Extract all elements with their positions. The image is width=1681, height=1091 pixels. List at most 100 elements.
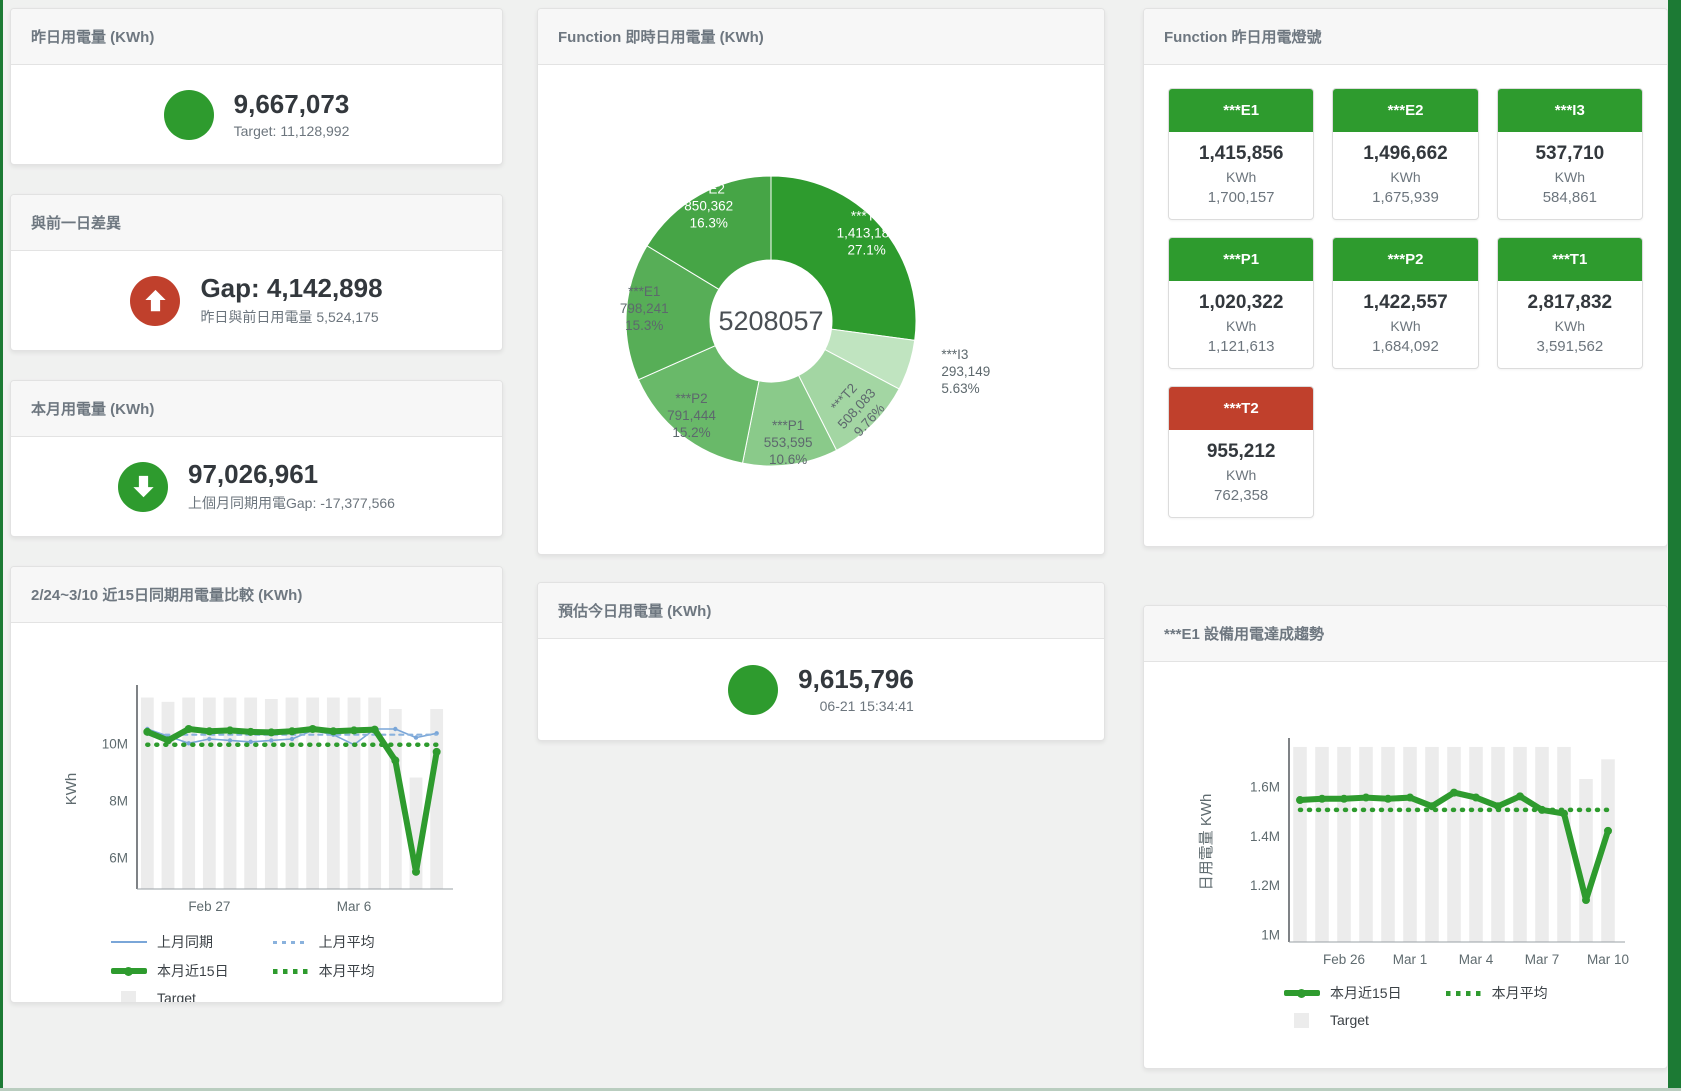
dashboard-grid: 昨日用電量 (KWh) 9,667,073 Target: 11,128,992… [10,8,1668,1069]
legend-item-line-green[interactable]: 本月近15日 [1284,983,1402,1003]
svg-text:1.6M: 1.6M [1249,779,1279,794]
card-yesterday-usage: 昨日用電量 (KWh) 9,667,073 Target: 11,128,992 [10,8,503,165]
legend-item-square-grey[interactable]: Target [111,990,229,1002]
status-tile-unit: KWh [1390,169,1421,185]
status-tile-unit: KWh [1225,318,1257,334]
comparison-line-chart[interactable]: 6M 8M 10M Feb 27 Mar 6 KWh [42,681,472,928]
svg-text:Mar 1: Mar 1 [1392,952,1427,967]
svg-text:10M: 10M [101,736,127,751]
status-tile: ***P1 1,020,322 KWh 1,121,613 [1168,237,1315,369]
square-grey-swatch-icon [121,990,136,1002]
yesterday-usage-value: 9,667,073 [233,89,350,120]
legend-item-line-green[interactable]: 本月近15日 [111,961,229,981]
svg-text:5208057: 5208057 [718,306,823,336]
card-title: 預估今日用電量 (KWh) [538,583,1104,639]
status-tile: ***I3 537,710 KWh 584,861 [1496,88,1643,220]
line-green-swatch-icon [111,964,147,979]
status-tile-label: ***E2 [1333,89,1478,132]
yesterday-usage-target: Target: 11,128,992 [233,122,350,139]
dot-green-swatch-icon [272,964,309,979]
status-tile-value: 1,422,557 [1363,292,1448,313]
status-tile-target: 584,861 [1542,189,1597,206]
column-left: 昨日用電量 (KWh) 9,667,073 Target: 11,128,992… [10,8,503,1069]
status-tile-target: 1,684,092 [1372,338,1439,355]
status-tile-value: 1,496,662 [1363,143,1448,164]
status-tile-unit: KWh [1554,318,1585,334]
status-tile-value: 537,710 [1535,143,1605,164]
status-circle-icon [163,89,214,140]
status-tile-label: ***T2 [1169,387,1314,430]
arrow-up-circle-icon [130,275,181,326]
stat-block: Gap: 4,142,898 昨日與前日用電量 5,524,175 [200,273,383,327]
status-tile-label: ***E1 [1169,89,1314,132]
line-blue-swatch-icon [111,935,147,950]
dash-blue-swatch-icon [272,935,309,950]
card-realtime-usage: Function 即時日用電量 (KWh) ***T1 1,413,183 27.1… [537,8,1105,555]
svg-text:Feb 27: Feb 27 [188,899,230,914]
status-tile-value: 1,415,856 [1198,143,1284,164]
card-e1-trend: ***E1 設備用電達成趨勢 1M 1.2M 1.4M 1.6M Feb 26 Mar 1… [1143,605,1668,1069]
card-yesterday-status-lights: Function 昨日用電燈號 ***E1 1,415,856 KWh 1,70… [1143,8,1668,547]
status-tile-label: ***P2 [1333,238,1478,281]
card-title: 2/24~3/10 近15日同期用電量比較 (KWh) [11,567,502,623]
stat-block: 97,026,961 上個月同期用電Gap: -17,377,566 [188,459,395,513]
status-tile-unit: KWh [1225,169,1257,185]
page-edge-strip-left [0,0,3,1091]
page-edge-strip-bottom [0,1088,1681,1091]
comparison-chart-legend: 上月同期 上月平均本月近15日 本月平均 Target [111,932,375,1002]
status-tile-grid: ***E1 1,415,856 KWh 1,700,157 ***E2 1,49… [1144,65,1667,541]
arrow-down-circle-icon [118,461,168,512]
today-estimate-value: 9,615,796 [798,664,914,695]
e1-trend-chart-legend: 本月近15日 本月平均 Target [1284,983,1548,1028]
stat-block: 9,615,796 06-21 15:34:41 [798,664,914,714]
card-month-usage: 本月用電量 (KWh) 97,026,961 上個月同期用電Gap: -17,3… [10,380,503,537]
stat-block: 9,667,073 Target: 11,128,992 [233,89,350,139]
status-tile-target: 1,675,939 [1372,189,1439,206]
page-edge-strip-right [1668,0,1681,1091]
legend-item-square-grey[interactable]: Target [1284,1012,1402,1028]
e1-trend-line-chart[interactable]: 1M 1.2M 1.4M 1.6M Feb 26 Mar 1 Mar 4 Mar 7 Mar 1… [1171,734,1641,981]
svg-text:KWh: KWh [63,773,80,806]
status-tile-value: 955,212 [1206,441,1276,462]
card-title: Function 昨日用電燈號 [1144,9,1667,65]
column-right: Function 昨日用電燈號 ***E1 1,415,856 KWh 1,70… [1143,8,1668,1069]
status-tile-value: 1,020,322 [1198,292,1284,313]
day-gap-value: Gap: 4,142,898 [200,273,383,304]
status-tile: ***T1 2,817,832 KWh 3,591,562 [1496,237,1643,369]
status-tile-label: ***I3 [1497,89,1642,132]
status-tile: ***T2 955,212 KWh 762,358 [1168,386,1315,518]
realtime-usage-donut-chart[interactable]: ***T1 1,413,183 27.1% ***I3 293,149 5.63% ***T… [561,83,1081,554]
card-title: 本月用電量 (KWh) [11,381,502,437]
status-tile-target: 762,358 [1214,487,1269,504]
legend-item-dot-green[interactable]: 本月平均 [272,961,375,981]
status-tile-target: 3,591,562 [1536,338,1604,355]
card-today-estimate: 預估今日用電量 (KWh) 9,615,796 06-21 15:34:41 [537,582,1105,741]
svg-text:1.2M: 1.2M [1249,878,1279,893]
line-green-swatch-icon [1284,986,1320,1001]
status-tile: ***E2 1,496,662 KWh 1,675,939 [1332,88,1479,220]
square-grey-swatch-icon [1294,1012,1309,1028]
status-tile-unit: KWh [1554,169,1585,185]
status-tile-label: ***P1 [1169,238,1314,281]
card-title: 昨日用電量 (KWh) [11,9,502,65]
status-circle-icon [728,664,779,715]
legend-item-line-blue[interactable]: 上月同期 [111,932,229,952]
card-title: Function 即時日用電量 (KWh) [538,9,1104,65]
legend-item-dash-blue[interactable]: 上月平均 [272,932,375,952]
card-title: 與前一日差異 [11,195,502,251]
day-gap-subtitle: 昨日與前日用電量 5,524,175 [200,308,379,325]
status-tile-unit: KWh [1225,467,1257,483]
today-estimate-timestamp: 06-21 15:34:41 [819,697,914,714]
status-tile: ***E1 1,415,856 KWh 1,700,157 [1168,88,1315,220]
svg-text:8M: 8M [109,793,128,808]
column-middle: Function 即時日用電量 (KWh) ***T1 1,413,183 27.1… [537,8,1105,1069]
svg-text:Feb 26: Feb 26 [1322,952,1364,967]
status-tile-target: 1,700,157 [1207,189,1275,206]
legend-item-dot-green[interactable]: 本月平均 [1445,983,1548,1003]
